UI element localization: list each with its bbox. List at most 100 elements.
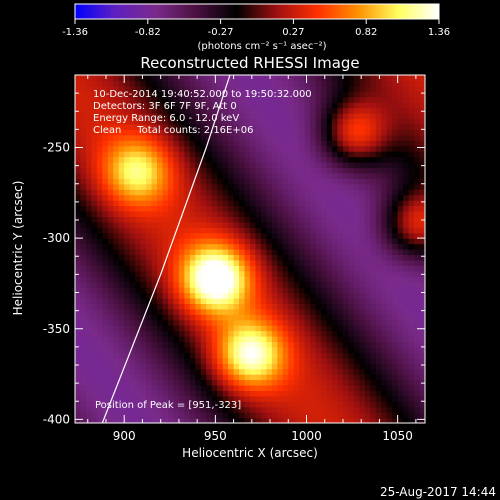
heatmap-cell bbox=[75, 308, 82, 315]
heatmap-cell bbox=[228, 151, 235, 158]
heatmap-cell bbox=[195, 297, 202, 304]
heatmap-cell bbox=[113, 352, 120, 359]
heatmap-cell bbox=[173, 91, 180, 98]
heatmap-cell bbox=[293, 227, 300, 234]
heatmap-cell bbox=[173, 368, 180, 375]
heatmap-cell bbox=[299, 113, 306, 120]
heatmap-cell bbox=[233, 336, 240, 343]
heatmap-cell bbox=[80, 194, 87, 201]
heatmap-cell bbox=[419, 162, 425, 169]
heatmap-cell bbox=[118, 363, 125, 370]
heatmap-cell bbox=[211, 384, 218, 391]
heatmap-cell bbox=[337, 167, 344, 174]
heatmap-cell bbox=[326, 254, 333, 261]
heatmap-cell bbox=[370, 352, 377, 359]
heatmap-cell bbox=[228, 374, 235, 381]
heatmap-cell bbox=[419, 91, 425, 98]
heatmap-cell bbox=[381, 352, 388, 359]
heatmap-cell bbox=[381, 292, 388, 299]
heatmap-cell bbox=[200, 221, 207, 228]
heatmap-cell bbox=[146, 379, 153, 386]
heatmap-cell bbox=[310, 265, 317, 272]
heatmap-cell bbox=[419, 357, 425, 364]
heatmap-cell bbox=[310, 151, 317, 158]
heatmap-cell bbox=[211, 297, 218, 304]
heatmap-cell bbox=[135, 151, 142, 158]
heatmap-cell bbox=[282, 167, 289, 174]
heatmap-cell bbox=[326, 363, 333, 370]
heatmap-cell bbox=[348, 227, 355, 234]
heatmap-cell bbox=[244, 129, 251, 136]
heatmap-cell bbox=[271, 249, 278, 256]
heatmap-cell bbox=[239, 205, 246, 212]
heatmap-cell bbox=[244, 210, 251, 217]
heatmap-cell bbox=[392, 287, 399, 294]
heatmap-cell bbox=[151, 390, 158, 397]
heatmap-cell bbox=[217, 319, 224, 326]
heatmap-cell bbox=[299, 96, 306, 103]
heatmap-cell bbox=[80, 189, 87, 196]
heatmap-cell bbox=[271, 412, 278, 419]
heatmap-cell bbox=[277, 357, 284, 364]
heatmap-cell bbox=[124, 249, 131, 256]
heatmap-cell bbox=[255, 292, 262, 299]
heatmap-cell bbox=[96, 172, 103, 179]
heatmap-cell bbox=[414, 194, 421, 201]
heatmap-cell bbox=[315, 238, 322, 245]
heatmap-cell bbox=[381, 129, 388, 136]
heatmap-cell bbox=[239, 363, 246, 370]
heatmap-cell bbox=[359, 221, 366, 228]
heatmap-cell bbox=[217, 325, 224, 332]
heatmap-cell bbox=[173, 314, 180, 321]
heatmap-cell bbox=[408, 243, 415, 250]
heatmap-cell bbox=[124, 75, 131, 82]
heatmap-cell bbox=[75, 156, 82, 163]
heatmap-cell bbox=[353, 91, 360, 98]
heatmap-cell bbox=[239, 200, 246, 207]
heatmap-cell bbox=[189, 238, 196, 245]
heatmap-cell bbox=[178, 91, 185, 98]
heatmap-cell bbox=[277, 363, 284, 370]
heatmap-cell bbox=[167, 85, 175, 92]
heatmap-cell bbox=[91, 75, 98, 82]
heatmap-cell bbox=[162, 292, 169, 299]
heatmap-cell bbox=[348, 113, 355, 120]
heatmap-cell bbox=[353, 341, 360, 348]
heatmap-cell bbox=[381, 357, 388, 364]
heatmap-cell bbox=[386, 129, 393, 136]
heatmap-cell bbox=[200, 129, 207, 136]
heatmap-cell bbox=[364, 156, 371, 163]
heatmap-cell bbox=[146, 75, 153, 82]
heatmap-cell bbox=[228, 210, 235, 217]
heatmap-cell bbox=[375, 145, 382, 152]
heatmap-cell bbox=[370, 123, 377, 130]
heatmap-cell bbox=[266, 401, 273, 408]
heatmap-cell bbox=[375, 221, 382, 228]
heatmap-cell bbox=[348, 85, 355, 92]
heatmap-cell bbox=[157, 417, 164, 423]
heatmap-cell bbox=[184, 363, 191, 370]
heatmap-cell bbox=[129, 336, 136, 343]
heatmap-cell bbox=[282, 134, 289, 141]
heatmap-cell bbox=[162, 96, 169, 103]
heatmap-cell bbox=[321, 151, 328, 158]
heatmap-cell bbox=[211, 417, 218, 423]
heatmap-cell bbox=[419, 276, 425, 283]
heatmap-cell bbox=[277, 287, 284, 294]
heatmap-cell bbox=[315, 102, 322, 109]
heatmap-cell bbox=[195, 287, 202, 294]
heatmap-cell bbox=[135, 406, 142, 413]
heatmap-cell bbox=[107, 265, 114, 272]
heatmap-cell bbox=[386, 243, 393, 250]
heatmap-cell bbox=[310, 232, 317, 239]
heatmap-cell bbox=[375, 194, 382, 201]
heatmap-cell bbox=[228, 200, 235, 207]
heatmap-cell bbox=[332, 194, 339, 201]
heatmap-cell bbox=[255, 227, 262, 234]
heatmap-cell bbox=[129, 297, 136, 304]
heatmap-cell bbox=[414, 134, 421, 141]
heatmap-cell bbox=[282, 352, 289, 359]
heatmap-cell bbox=[310, 276, 317, 283]
heatmap-cell bbox=[375, 374, 382, 381]
heatmap-cell bbox=[255, 395, 262, 402]
